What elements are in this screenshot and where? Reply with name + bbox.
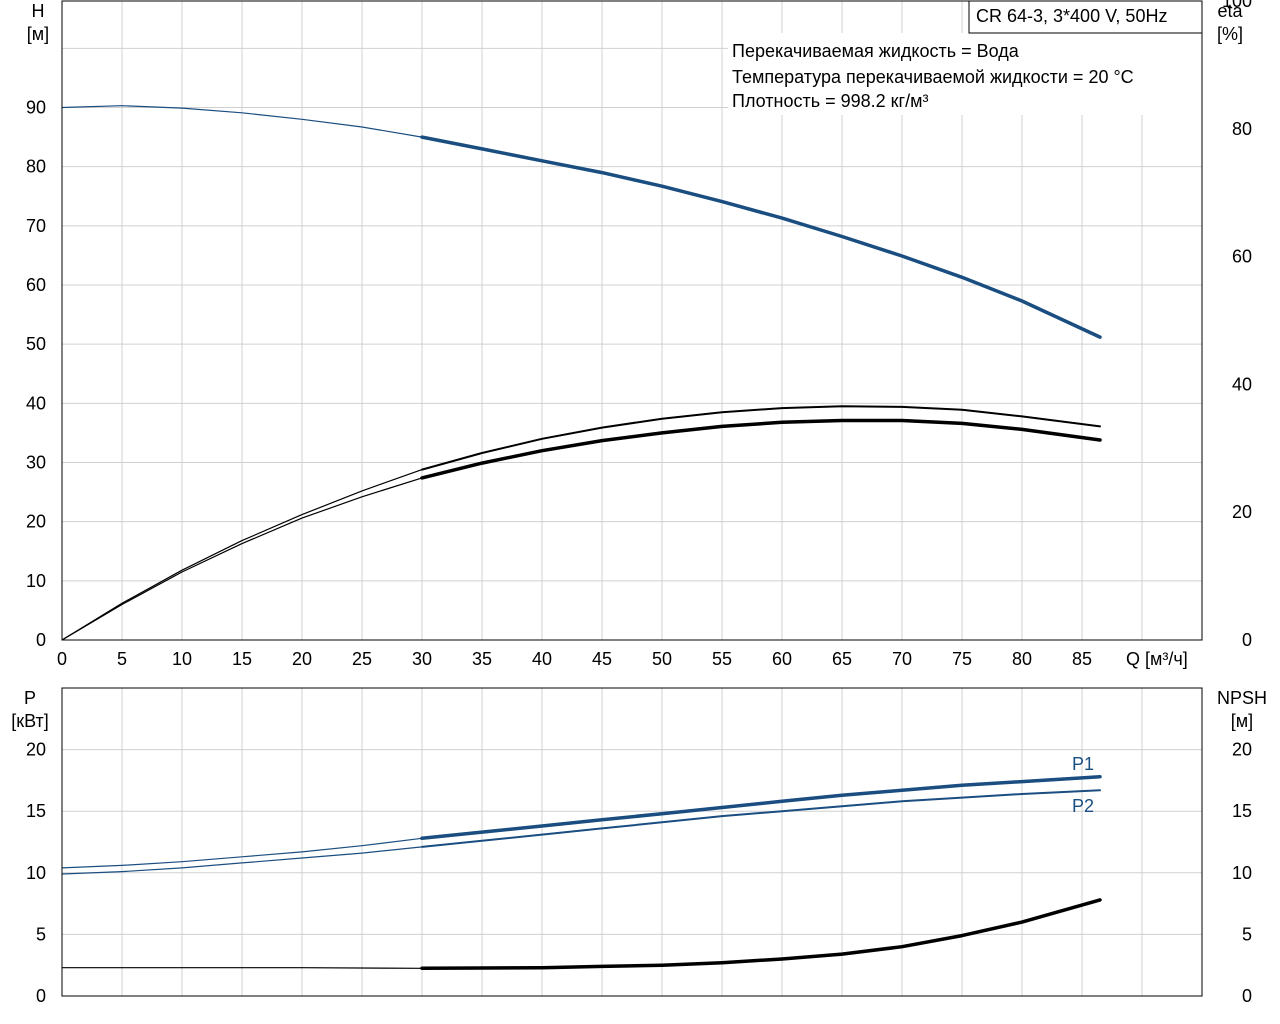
power-npsh-curves — [61, 774, 1102, 971]
y-tick-label: 10 — [26, 571, 46, 591]
y-tick-label: 30 — [26, 453, 46, 473]
head-efficiency-curves — [61, 105, 1102, 641]
p1-curve — [420, 774, 1102, 841]
y-tick-label: 10 — [26, 863, 46, 883]
density-info-line: Плотность = 998.2 кг/м³ — [732, 91, 928, 111]
fluid-info-background — [728, 33, 1202, 115]
x-tick-label: 45 — [592, 649, 612, 669]
y-tick-label: 15 — [26, 801, 46, 821]
power-axis-ticks: 0 5 10 15 20 — [26, 740, 46, 1006]
npsh-curve-extrapolated — [62, 967, 423, 969]
npsh-axis-ticks: 0 5 10 15 20 — [1232, 740, 1252, 1006]
y-tick-label: 50 — [26, 334, 46, 354]
x-tick-label: 75 — [952, 649, 972, 669]
flow-axis-label: Q [м³/ч] — [1126, 649, 1188, 669]
y-right-tick-label: 40 — [1232, 374, 1252, 394]
efficiency-axis-symbol: eta — [1217, 1, 1243, 21]
p2-curve-extrapolated — [61, 846, 423, 875]
x-tick-label: 35 — [472, 649, 492, 669]
head-efficiency-frame — [61, 0, 1203, 641]
head-axis-ticks: 0 10 20 30 40 50 60 70 80 90 — [26, 98, 46, 651]
x-tick-label: 55 — [712, 649, 732, 669]
head-curve — [420, 135, 1102, 339]
head-axis-symbol: H — [32, 1, 45, 21]
x-tick-label: 80 — [1012, 649, 1032, 669]
head-curve-extrapolated — [61, 105, 423, 138]
fluid-info-box: Перекачиваемая жидкость = Вода Температу… — [728, 33, 1202, 115]
flow-axis-ticks: 0 5 10 15 20 25 30 35 40 45 50 55 60 65 70 75 80 85 — [57, 649, 1092, 669]
temperature-info-line: Температура перекачиваемой жидкости = 20… — [732, 67, 1134, 87]
x-tick-label: 85 — [1072, 649, 1092, 669]
head-efficiency-panel: Перекачиваемая жидкость = Вода Температу… — [26, 0, 1252, 671]
p2-series-label: P2 — [1072, 796, 1094, 816]
x-tick-label: 60 — [772, 649, 792, 669]
x-tick-label: 30 — [412, 649, 432, 669]
x-tick-label: 25 — [352, 649, 372, 669]
y-tick-label: 20 — [26, 740, 46, 760]
y-right-tick-label: 100 — [1222, 0, 1252, 11]
power-npsh-grid — [62, 688, 1202, 996]
y-right-tick-label: 15 — [1232, 801, 1252, 821]
power-axis-symbol: P — [24, 688, 36, 708]
x-tick-label: 50 — [652, 649, 672, 669]
efficiency-axis-ticks: 0 20 40 60 80 100 — [1222, 0, 1252, 650]
y-tick-label: 40 — [26, 393, 46, 413]
power-npsh-frame — [61, 687, 1203, 997]
y-tick-label: 5 — [36, 924, 46, 944]
y-right-tick-label: 0 — [1242, 986, 1252, 1006]
y-right-tick-label: 5 — [1242, 924, 1252, 944]
y-tick-label: 60 — [26, 275, 46, 295]
y-tick-label: 0 — [36, 630, 46, 650]
y-tick-label: 80 — [26, 157, 46, 177]
eta_upper-curve — [421, 405, 1101, 471]
eta_lower-curve-extrapolated — [61, 477, 423, 641]
y-right-tick-label: 60 — [1232, 247, 1252, 267]
y-tick-label: 20 — [26, 512, 46, 532]
x-tick-label: 65 — [832, 649, 852, 669]
pump-model-box: CR 64-3, 3*400 V, 50Hz — [968, 0, 1203, 34]
head-axis-unit: [м] — [27, 24, 49, 44]
fluid-info-line: Перекачиваемая жидкость = Вода — [732, 41, 1020, 61]
npsh-axis-symbol: NPSH — [1217, 688, 1267, 708]
p1-curve-extrapolated — [61, 837, 423, 869]
efficiency-axis-unit: [%] — [1217, 24, 1243, 44]
x-tick-label: 15 — [232, 649, 252, 669]
x-tick-label: 5 — [117, 649, 127, 669]
x-tick-label: 0 — [57, 649, 67, 669]
y-right-tick-label: 20 — [1232, 740, 1252, 760]
p2-curve — [421, 789, 1101, 848]
power-axis-unit: [кВт] — [11, 711, 49, 731]
power-npsh-panel: 0 5 10 15 20 0 5 10 15 20 P [кВт] NPSH [м] P1 P2 — [11, 687, 1267, 1006]
x-tick-label: 10 — [172, 649, 192, 669]
eta_upper-curve-extrapolated — [61, 469, 423, 641]
y-right-tick-label: 0 — [1242, 630, 1252, 650]
y-right-tick-label: 80 — [1232, 119, 1252, 139]
y-right-tick-label: 20 — [1232, 502, 1252, 522]
npsh-axis-unit: [м] — [1231, 711, 1253, 731]
y-right-tick-label: 10 — [1232, 863, 1252, 883]
y-tick-label: 90 — [26, 98, 46, 118]
x-tick-label: 70 — [892, 649, 912, 669]
y-tick-label: 0 — [36, 986, 46, 1006]
eta_lower-curve — [420, 418, 1102, 480]
x-tick-label: 20 — [292, 649, 312, 669]
y-tick-label: 70 — [26, 216, 46, 236]
flow-axis-label-background — [1126, 645, 1200, 671]
p1-series-label: P1 — [1072, 754, 1094, 774]
npsh-curve — [420, 898, 1102, 971]
x-tick-label: 40 — [532, 649, 552, 669]
pump-model-label: CR 64-3, 3*400 V, 50Hz — [976, 6, 1167, 26]
